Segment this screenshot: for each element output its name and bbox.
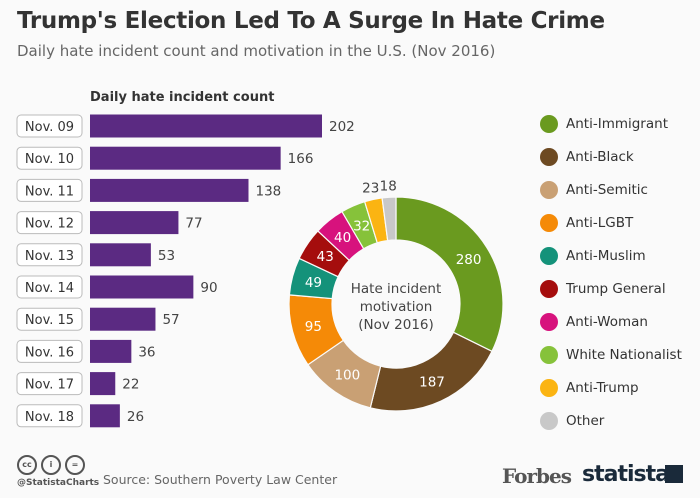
legend-swatch bbox=[540, 313, 558, 331]
date-label-box bbox=[16, 307, 83, 331]
legend-item: Anti-Muslim bbox=[540, 244, 646, 268]
date-label: Nov. 16 bbox=[25, 345, 74, 360]
legend-swatch bbox=[540, 346, 558, 364]
legend-label: Anti-LGBT bbox=[566, 215, 634, 231]
bar bbox=[90, 404, 120, 428]
slice-value-label: 95 bbox=[305, 319, 322, 335]
statista-logo-mark bbox=[665, 465, 683, 483]
legend-label: Anti-Immigrant bbox=[566, 116, 668, 132]
bar-value-label: 202 bbox=[329, 119, 355, 135]
legend-swatch bbox=[540, 115, 558, 133]
date-label: Nov. 15 bbox=[25, 313, 74, 328]
date-label: Nov. 14 bbox=[25, 281, 74, 296]
bar-value-label: 22 bbox=[122, 377, 139, 393]
slice-value-label: 40 bbox=[334, 230, 351, 246]
bar-value-label: 53 bbox=[158, 248, 175, 264]
slice-value-label: 100 bbox=[334, 367, 360, 383]
twitter-handle: @StatistaCharts bbox=[17, 478, 100, 488]
slice-value-label: 23 bbox=[362, 181, 379, 197]
date-label: Nov. 10 bbox=[25, 152, 74, 167]
legend-label: Other bbox=[566, 413, 605, 429]
date-label-box bbox=[16, 372, 83, 396]
bar bbox=[90, 307, 156, 331]
date-label: Nov. 09 bbox=[25, 120, 74, 135]
bar-value-label: 77 bbox=[185, 216, 202, 232]
bar bbox=[90, 146, 281, 170]
bar bbox=[90, 243, 151, 267]
bar bbox=[90, 372, 116, 396]
bar bbox=[90, 211, 179, 235]
bar-value-label: 90 bbox=[200, 280, 217, 296]
legend-swatch bbox=[540, 214, 558, 232]
legend-swatch bbox=[540, 379, 558, 397]
legend-item: Anti-Black bbox=[540, 145, 634, 169]
source-note: Source: Southern Poverty Law Center bbox=[103, 472, 338, 487]
legend-item: White Nationalist bbox=[540, 343, 682, 367]
legend-item: Anti-Woman bbox=[540, 310, 648, 334]
slice-value-label: 280 bbox=[456, 252, 482, 268]
chart-title: Trump's Election Led To A Surge In Hate … bbox=[17, 8, 605, 34]
attribution-icon: i bbox=[41, 455, 61, 475]
slice-value-label: 18 bbox=[380, 178, 397, 194]
legend-label: Anti-Muslim bbox=[566, 248, 646, 264]
legend-item: Trump General bbox=[540, 277, 666, 301]
chart-subtitle: Daily hate incident count and motivation… bbox=[17, 42, 496, 60]
date-label-box bbox=[16, 275, 83, 299]
bar bbox=[90, 275, 194, 299]
date-label: Nov. 11 bbox=[25, 184, 74, 199]
slice-value-label: 43 bbox=[317, 249, 334, 265]
bar-value-label: 36 bbox=[138, 344, 155, 360]
legend-item: Other bbox=[540, 409, 604, 433]
bar-value-label: 138 bbox=[255, 183, 281, 199]
donut-center-label: Hate incident bbox=[351, 281, 442, 297]
date-label-box bbox=[16, 404, 83, 428]
legend-swatch bbox=[540, 280, 558, 298]
bar bbox=[90, 114, 322, 138]
legend-label: Anti-Black bbox=[566, 149, 634, 165]
date-label-box bbox=[16, 211, 83, 235]
legend-swatch bbox=[540, 148, 558, 166]
cc-icon: cc bbox=[17, 455, 37, 475]
legend-item: Anti-LGBT bbox=[540, 211, 633, 235]
donut-hole bbox=[332, 240, 460, 368]
legend-item: Anti-Semitic bbox=[540, 178, 648, 202]
legend-label: Anti-Woman bbox=[566, 314, 648, 330]
bar-value-label: 166 bbox=[288, 151, 314, 167]
donut-center-label: motivation bbox=[360, 299, 433, 315]
legend-label: Anti-Semitic bbox=[566, 182, 648, 198]
bar-value-label: 57 bbox=[162, 312, 179, 328]
legend-swatch bbox=[540, 247, 558, 265]
date-label: Nov. 13 bbox=[25, 249, 74, 264]
bar bbox=[90, 339, 132, 363]
slice-value-label: 187 bbox=[419, 375, 445, 391]
slice-value-label: 49 bbox=[305, 275, 322, 291]
legend-swatch bbox=[540, 181, 558, 199]
bar-value-label: 26 bbox=[127, 409, 144, 425]
forbes-logo: Forbes bbox=[502, 464, 572, 488]
legend-item: Anti-Trump bbox=[540, 376, 639, 400]
legend-label: Anti-Trump bbox=[566, 380, 639, 396]
date-label-box bbox=[16, 146, 83, 170]
date-label-box bbox=[16, 114, 83, 138]
date-label: Nov. 18 bbox=[25, 410, 74, 425]
donut-center-label: (Nov 2016) bbox=[358, 317, 434, 333]
legend-item: Anti-Immigrant bbox=[540, 112, 668, 136]
date-label: Nov. 12 bbox=[25, 217, 74, 232]
statista-logo: statista bbox=[582, 462, 670, 487]
legend-label: Trump General bbox=[566, 281, 666, 297]
date-label: Nov. 17 bbox=[25, 378, 74, 393]
date-label-box bbox=[16, 178, 83, 202]
bar-chart-title: Daily hate incident count bbox=[90, 90, 275, 105]
legend-swatch bbox=[540, 412, 558, 430]
slice-value-label: 32 bbox=[353, 219, 370, 235]
date-label-box bbox=[16, 339, 83, 363]
date-label-box bbox=[16, 243, 83, 267]
legend-label: White Nationalist bbox=[566, 347, 682, 363]
no-derivatives-icon: = bbox=[65, 455, 85, 475]
bar bbox=[90, 178, 249, 202]
